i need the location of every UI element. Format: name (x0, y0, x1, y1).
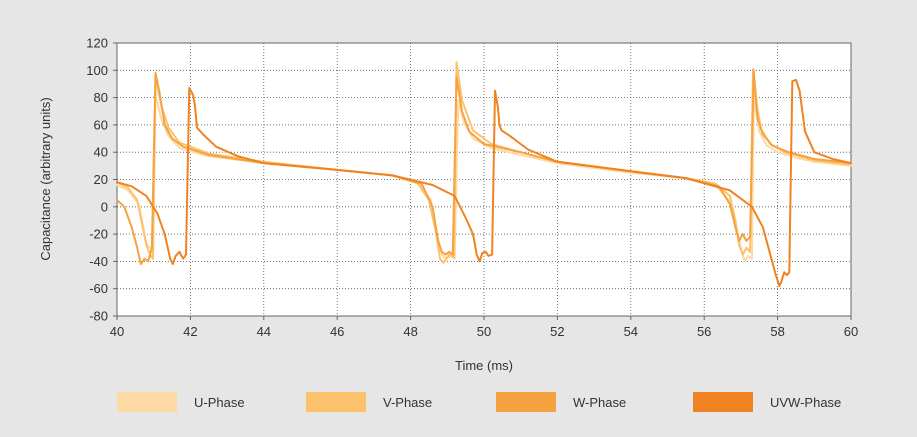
series-line-uvw-phase (116, 78, 852, 287)
y-tick-label: 60 (94, 117, 108, 132)
series-lines (116, 61, 852, 287)
legend-swatch (306, 392, 366, 412)
x-tick-label: 54 (624, 324, 638, 339)
series-line-w-phase (116, 69, 852, 266)
legend-swatch (117, 392, 177, 412)
x-tick-label: 56 (697, 324, 711, 339)
y-tick-labels: -80 -60 -40 -20 0 20 40 60 80 100 120 (86, 36, 117, 324)
x-tick-label: 60 (844, 324, 858, 339)
x-tick-label: 40 (110, 324, 124, 339)
x-tick-labels: 40 42 44 46 48 50 52 54 56 58 60 (110, 316, 858, 339)
x-tick-label: 48 (403, 324, 417, 339)
y-tick-label: 100 (86, 63, 108, 78)
legend-item-uvw-phase: UVW-Phase (693, 392, 841, 412)
legend-item-w-phase: W-Phase (496, 392, 626, 412)
x-tick-label: 52 (550, 324, 564, 339)
legend-label: W-Phase (573, 395, 626, 410)
legend-label: V-Phase (383, 395, 432, 410)
y-tick-label: 40 (94, 145, 108, 160)
x-tick-label: 46 (330, 324, 344, 339)
legend-label: UVW-Phase (770, 395, 841, 410)
legend-item-u-phase: U-Phase (117, 392, 245, 412)
x-tick-label: 58 (770, 324, 784, 339)
x-axis-label: Time (ms) (455, 358, 513, 373)
y-tick-label: -60 (89, 281, 108, 296)
legend-item-v-phase: V-Phase (306, 392, 432, 412)
x-tick-label: 44 (257, 324, 271, 339)
legend-swatch (693, 392, 753, 412)
y-axis-label: Capacitance (arbitrary units) (38, 97, 53, 260)
legend-label: U-Phase (194, 395, 245, 410)
y-tick-label: 0 (101, 199, 108, 214)
y-tick-label: 80 (94, 90, 108, 105)
y-tick-label: -40 (89, 254, 108, 269)
x-tick-label: 50 (477, 324, 491, 339)
y-tick-label: 20 (94, 172, 108, 187)
y-tick-label: -80 (89, 309, 108, 324)
legend: U-Phase V-Phase W-Phase UVW-Phase (117, 392, 841, 412)
grid-lines (117, 43, 851, 316)
legend-swatch (496, 392, 556, 412)
y-tick-label: 120 (86, 36, 108, 51)
y-tick-label: -20 (89, 227, 108, 242)
x-tick-label: 42 (183, 324, 197, 339)
series-line-u-phase (116, 80, 852, 263)
